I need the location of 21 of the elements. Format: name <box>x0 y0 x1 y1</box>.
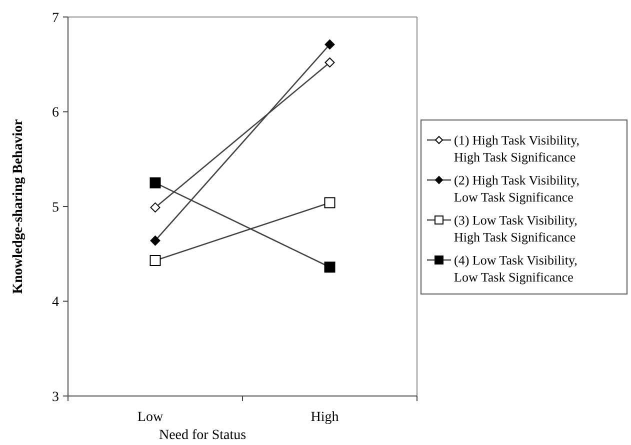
point <box>150 202 160 212</box>
point <box>324 39 335 50</box>
y-tick-label: 5 <box>52 200 59 216</box>
x-tick-label: High <box>310 410 339 425</box>
x-tick-label: Low <box>137 410 164 425</box>
legend-label: (1) High Task Visibility, High Task Significance <box>454 132 580 165</box>
y-tick-label: 4 <box>52 295 59 310</box>
legend-label: (2) High Task Visibility, Low Task Significance <box>454 172 580 205</box>
x-axis-title: Need for Status <box>158 428 246 443</box>
legend-label: (3) Low Task Visibility, High Task Significance <box>454 212 578 245</box>
y-axis-title: Knowledge-sharing Behavior <box>11 119 26 294</box>
y-tick-label: 3 <box>52 390 59 405</box>
point <box>324 262 336 273</box>
legend-label: (4) Low Task Visibility, Low Task Significance <box>454 252 578 285</box>
point <box>324 197 336 208</box>
point <box>150 236 160 246</box>
y-tick-label: 7 <box>52 10 59 26</box>
y-tick-label: 6 <box>52 106 59 121</box>
point <box>324 57 335 68</box>
point <box>150 255 161 266</box>
point <box>150 177 161 188</box>
